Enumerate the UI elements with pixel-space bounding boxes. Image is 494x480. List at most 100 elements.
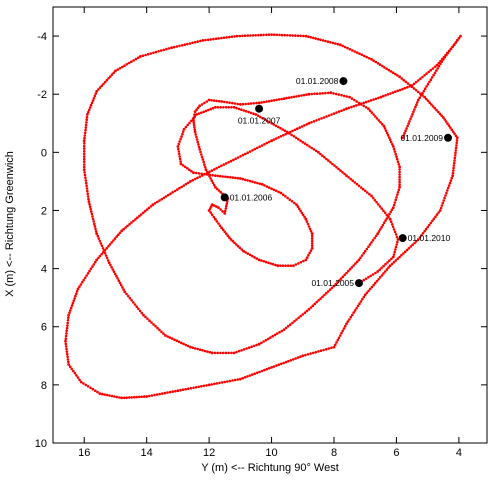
track-dot bbox=[302, 93, 306, 97]
track-dot bbox=[444, 194, 447, 197]
track-dot bbox=[94, 92, 98, 95]
track-dot bbox=[363, 189, 367, 193]
track-point bbox=[455, 136, 459, 140]
track-dot bbox=[180, 341, 183, 345]
track-dot bbox=[208, 170, 211, 174]
track-dot bbox=[317, 118, 321, 121]
track-dot bbox=[388, 138, 392, 141]
track-dot bbox=[409, 245, 413, 248]
track-dot bbox=[355, 260, 359, 264]
track-dot bbox=[130, 60, 133, 63]
track-dot bbox=[96, 234, 100, 238]
date-marker bbox=[339, 77, 348, 86]
track-dot bbox=[237, 107, 241, 111]
track-dot bbox=[218, 224, 222, 227]
track-dot bbox=[310, 146, 314, 150]
track-dot bbox=[277, 190, 280, 194]
track-dot bbox=[310, 237, 314, 240]
track-dot bbox=[87, 110, 90, 114]
track-dot bbox=[82, 150, 86, 153]
track-dot bbox=[200, 155, 204, 159]
track-dot bbox=[352, 311, 356, 314]
track-dot bbox=[449, 47, 453, 51]
track-dot bbox=[93, 389, 97, 393]
track-dot bbox=[227, 106, 230, 109]
track-dot bbox=[222, 106, 225, 109]
track-dot bbox=[407, 247, 411, 250]
track-dot bbox=[108, 243, 112, 246]
track-dot bbox=[402, 78, 406, 82]
track-dot bbox=[76, 376, 80, 379]
track-dot bbox=[310, 242, 314, 245]
track-dot bbox=[82, 142, 86, 145]
track-dot bbox=[205, 100, 209, 103]
track-dot bbox=[230, 351, 233, 355]
track-dot bbox=[417, 79, 420, 82]
track-dot bbox=[385, 217, 389, 220]
track-dot bbox=[66, 355, 69, 359]
track-dot bbox=[315, 119, 318, 122]
track-dot bbox=[84, 123, 88, 127]
date-marker-label: 01.01.2008 bbox=[296, 76, 339, 86]
track-point bbox=[201, 39, 205, 42]
track-dot bbox=[113, 237, 117, 240]
track-dot bbox=[82, 278, 85, 282]
track-dot bbox=[109, 75, 112, 78]
track-dot bbox=[225, 101, 229, 104]
track-dot bbox=[393, 230, 397, 234]
track-dot bbox=[277, 136, 280, 139]
track-dot bbox=[343, 324, 347, 328]
track-dot bbox=[160, 197, 163, 201]
track-dot bbox=[250, 345, 253, 349]
track-dot bbox=[262, 340, 265, 343]
track-dot bbox=[178, 44, 181, 48]
track-dot bbox=[241, 376, 244, 380]
track-dot bbox=[272, 99, 276, 102]
track-dot bbox=[353, 309, 357, 312]
track-dot bbox=[137, 307, 140, 311]
track-point bbox=[217, 206, 220, 210]
track-dot bbox=[210, 99, 213, 102]
track-dot bbox=[306, 353, 310, 356]
track-dot bbox=[158, 328, 161, 332]
track-point bbox=[270, 139, 273, 143]
track-point bbox=[304, 258, 308, 262]
track-dot bbox=[418, 96, 422, 100]
track-dot bbox=[216, 174, 220, 178]
track-point bbox=[238, 177, 242, 180]
track-dot bbox=[448, 181, 452, 185]
track-dot bbox=[421, 75, 424, 79]
track-dot bbox=[446, 122, 449, 125]
track-dot bbox=[313, 92, 316, 96]
date-marker-label: 01.01.2006 bbox=[230, 192, 273, 202]
track-dot bbox=[310, 244, 314, 248]
track-dot bbox=[394, 198, 398, 202]
track-dot bbox=[306, 222, 310, 226]
track-dot bbox=[319, 38, 322, 42]
track-dot bbox=[275, 364, 278, 367]
track-point bbox=[223, 212, 227, 215]
track-dot bbox=[184, 343, 188, 347]
track-point bbox=[151, 203, 155, 207]
track-dot bbox=[225, 232, 228, 235]
track-dot bbox=[177, 147, 180, 151]
track-dot bbox=[125, 292, 128, 296]
track-dot bbox=[402, 252, 405, 255]
track-point bbox=[398, 185, 401, 189]
track-dot bbox=[213, 204, 216, 207]
track-dot bbox=[380, 266, 383, 270]
track-dot bbox=[212, 37, 215, 41]
track-point bbox=[282, 328, 286, 331]
track-dot bbox=[449, 126, 452, 129]
track-point bbox=[370, 57, 373, 61]
track-dot bbox=[377, 119, 381, 122]
track-dot bbox=[132, 219, 135, 223]
track-dot bbox=[230, 35, 234, 38]
track-dot bbox=[266, 337, 270, 341]
track-dot bbox=[150, 321, 153, 324]
track-dot bbox=[374, 60, 378, 64]
track-dot bbox=[305, 143, 309, 147]
track-dot bbox=[163, 391, 167, 395]
track-dot bbox=[143, 209, 147, 213]
track-point bbox=[398, 165, 401, 169]
